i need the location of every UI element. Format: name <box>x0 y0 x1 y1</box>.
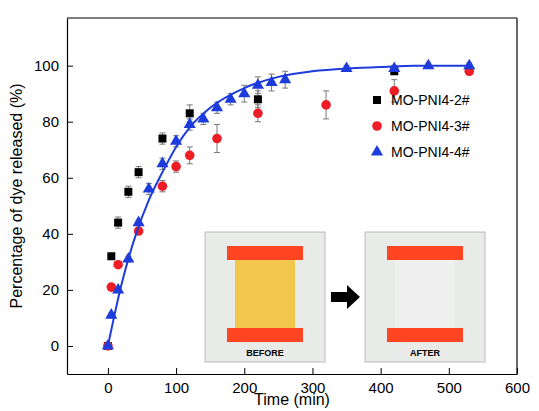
inset-photo: AFTER <box>365 232 485 362</box>
marker <box>185 151 195 161</box>
legend-entry: MO-PNI4-2# <box>373 92 470 108</box>
tick: 100 <box>164 368 189 396</box>
clamp-bottom <box>387 328 463 342</box>
tick-label: 60 <box>42 169 59 186</box>
tick-mark <box>67 66 73 67</box>
marker <box>340 61 352 72</box>
tick-mark <box>244 368 245 374</box>
error-bar <box>159 133 165 144</box>
photo-background <box>205 232 325 362</box>
tick-mark <box>67 234 73 235</box>
marker <box>422 59 434 70</box>
axis-line <box>68 374 518 375</box>
tick: 500 <box>437 368 462 396</box>
clamp-top <box>227 246 303 260</box>
marker <box>186 109 194 117</box>
legend-marker <box>372 121 382 131</box>
photo-background <box>365 232 485 362</box>
tick: 400 <box>369 368 394 396</box>
tick: 0 <box>51 337 73 354</box>
tick: 0 <box>104 368 112 396</box>
tick: 20 <box>42 281 73 298</box>
tick: 80 <box>42 113 73 130</box>
tick-label: 80 <box>42 113 59 130</box>
marker <box>158 135 166 143</box>
tick-mark <box>67 290 73 291</box>
chart: 0100200300400500600020406080100Time (min… <box>0 0 539 411</box>
tick-mark <box>381 368 382 374</box>
tick: 40 <box>42 225 73 242</box>
inset-photo: BEFORE <box>205 232 325 362</box>
y-axis-title: Percentage of dye released (%) <box>8 83 25 308</box>
marker <box>171 162 181 172</box>
tick-label: 400 <box>369 379 394 396</box>
tick: 100 <box>34 57 73 74</box>
x-axis-title: Time (min) <box>254 391 330 408</box>
marker <box>254 95 262 103</box>
tick-mark <box>449 368 450 374</box>
legend-label: MO-PNI4-4# <box>391 144 470 160</box>
tick-mark <box>67 178 73 179</box>
error-bar <box>136 167 142 178</box>
inset-arrow <box>331 285 360 309</box>
marker <box>124 188 132 196</box>
inset-photos: BEFORE AFTER <box>205 232 485 362</box>
tick-mark <box>312 368 313 374</box>
axis-line <box>67 19 68 375</box>
inset-label: AFTER <box>410 348 440 358</box>
tick-mark <box>517 368 518 374</box>
marker <box>114 219 122 227</box>
legend-marker <box>371 145 383 156</box>
plot-area <box>102 59 476 351</box>
tick: 60 <box>42 169 73 186</box>
series-0 <box>104 67 398 350</box>
tick-label: 0 <box>104 379 112 396</box>
bag <box>235 257 295 337</box>
tick-label: 0 <box>51 337 59 354</box>
marker <box>463 59 475 70</box>
marker <box>135 168 143 176</box>
legend-entry: MO-PNI4-4# <box>371 144 470 160</box>
series-1 <box>103 66 474 350</box>
bag <box>395 257 455 337</box>
clamp-bottom <box>227 328 303 342</box>
tick-label: 100 <box>164 379 189 396</box>
marker <box>158 181 168 191</box>
legend: MO-PNI4-2# MO-PNI4-3# MO-PNI4-4# <box>371 92 470 160</box>
legend-label: MO-PNI4-2# <box>391 92 470 108</box>
tick-label: 600 <box>505 379 530 396</box>
tick-mark <box>67 122 73 123</box>
tick: 600 <box>505 368 530 396</box>
legend-entry: MO-PNI4-3# <box>372 118 470 134</box>
frame-right <box>516 18 517 374</box>
tick-label: 500 <box>437 379 462 396</box>
marker <box>107 252 115 260</box>
marker <box>253 109 263 119</box>
inset-label: BEFORE <box>246 348 284 358</box>
legend-label: MO-PNI4-3# <box>391 118 470 134</box>
marker <box>113 260 123 270</box>
frame-top <box>67 17 517 18</box>
legend-marker <box>373 96 381 104</box>
tick-mark <box>108 368 109 374</box>
fit-line <box>108 66 469 346</box>
marker <box>321 100 331 110</box>
y-axis: 0 20 40 60 80 100 <box>34 19 73 375</box>
tick-mark <box>67 346 73 347</box>
tick-label: 20 <box>42 281 59 298</box>
marker <box>212 134 222 144</box>
tick-label: 100 <box>34 57 59 74</box>
series-2 <box>102 59 476 350</box>
error-bar <box>115 217 121 228</box>
tick-mark <box>176 368 177 374</box>
clamp-top <box>387 246 463 260</box>
tick-label: 40 <box>42 225 59 242</box>
